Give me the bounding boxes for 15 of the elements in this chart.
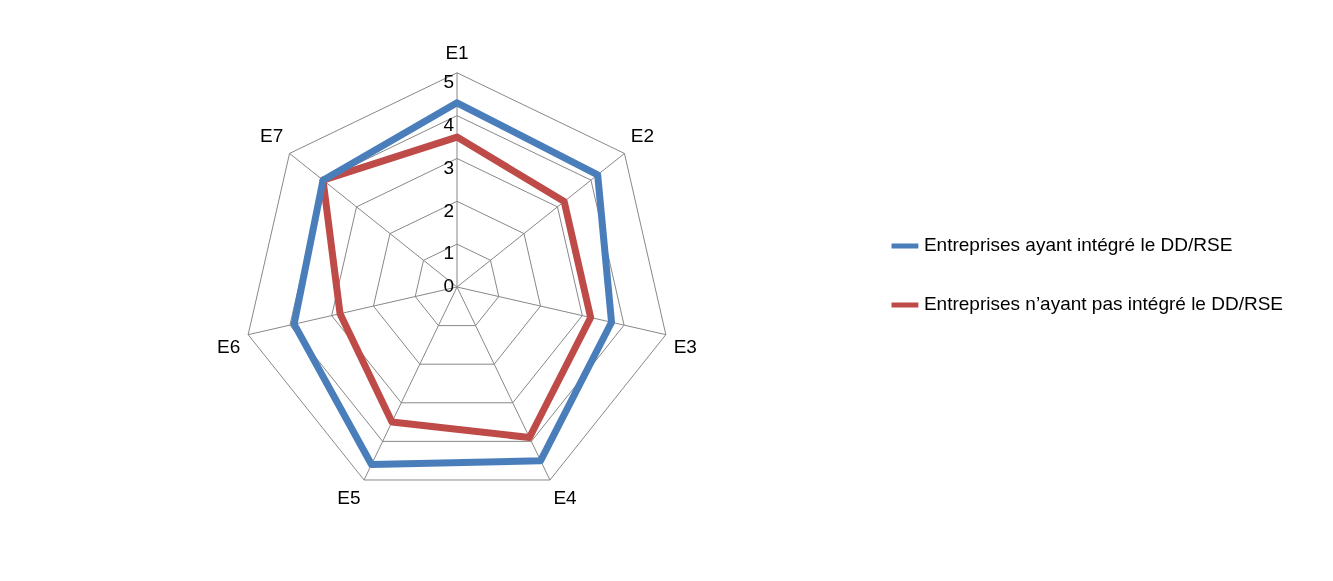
spoke-label: E4 bbox=[553, 486, 578, 508]
legend-label: Entreprises n’ayant pas intégré le DD/RSE bbox=[923, 293, 1283, 315]
spoke-label: E5 bbox=[337, 486, 361, 508]
legend-label: Entreprises ayant intégré le DD/RSE bbox=[923, 234, 1233, 256]
spoke-label: E7 bbox=[260, 125, 284, 147]
y-tick-label: 3 bbox=[443, 156, 454, 178]
y-tick-label: 2 bbox=[443, 199, 454, 221]
y-tick-label: 0 bbox=[443, 275, 454, 297]
spoke-label: E2 bbox=[630, 125, 654, 147]
spoke-label: E3 bbox=[673, 336, 697, 358]
spoke-label: E6 bbox=[217, 336, 241, 358]
y-tick-label: 1 bbox=[443, 242, 454, 264]
y-tick-label: 5 bbox=[443, 71, 454, 93]
spoke-label: E1 bbox=[445, 41, 469, 63]
y-tick-label: 4 bbox=[443, 113, 455, 135]
